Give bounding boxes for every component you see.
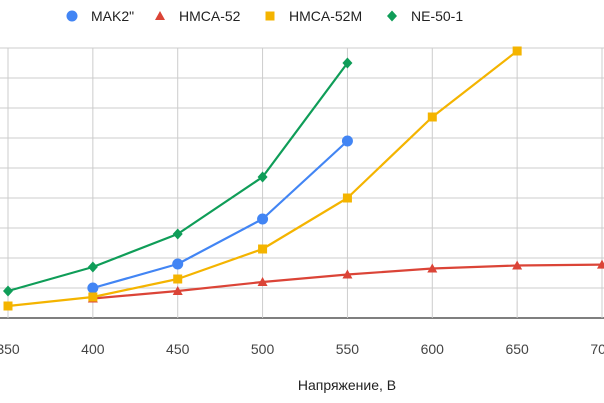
legend-label: HMCA-52M [289,8,362,24]
x-tick-label: 600 [421,341,445,357]
data-point [3,301,13,311]
x-tick-label: 450 [166,341,190,357]
x-axis-title: Напряжение, В [298,377,396,393]
legend-label: NE-50-1 [411,8,463,24]
data-point [512,260,523,270]
series-markers [3,46,604,311]
x-axis-ticks: 350 400 450 500 550 600 650 700 [0,341,604,357]
data-point [342,57,353,69]
data-point [3,285,13,297]
data-point [87,261,98,273]
data-point [172,228,183,240]
data-point [87,282,99,294]
data-point [88,292,98,302]
legend-item: HMCA-52M [265,8,362,24]
x-tick-label: 550 [336,341,360,357]
x-tick-label: 350 [0,341,20,357]
data-point [257,171,268,183]
legend-item: NE-50-1 [387,8,463,24]
legend-item: HMCA-52 [155,8,241,24]
data-point [257,213,269,225]
data-point [341,135,353,147]
legend-marker [155,11,165,20]
legend: MAK2" HMCA-52 HMCA-52M NE-50-1 [66,8,463,24]
legend-marker [66,10,78,22]
legend-item: MAK2" [66,8,134,24]
data-point [342,269,353,279]
data-point [172,258,184,270]
x-tick-label: 400 [81,341,105,357]
data-point [512,46,522,56]
data-point [427,263,438,273]
series-line-0 [92,140,349,290]
x-tick-label: 700 [590,341,604,357]
data-point [597,259,604,269]
data-point [172,286,183,295]
x-tick-label: 650 [505,341,529,357]
data-point [173,274,183,284]
legend-marker [265,11,275,21]
grid-lines [0,47,604,319]
legend-label: HMCA-52 [179,8,241,24]
data-point [258,244,268,254]
data-point [342,193,352,203]
x-tick-label: 500 [251,341,275,357]
data-point [257,277,268,286]
data-point [427,112,437,122]
legend-label: MAK2" [91,8,134,24]
legend-marker [387,10,397,22]
